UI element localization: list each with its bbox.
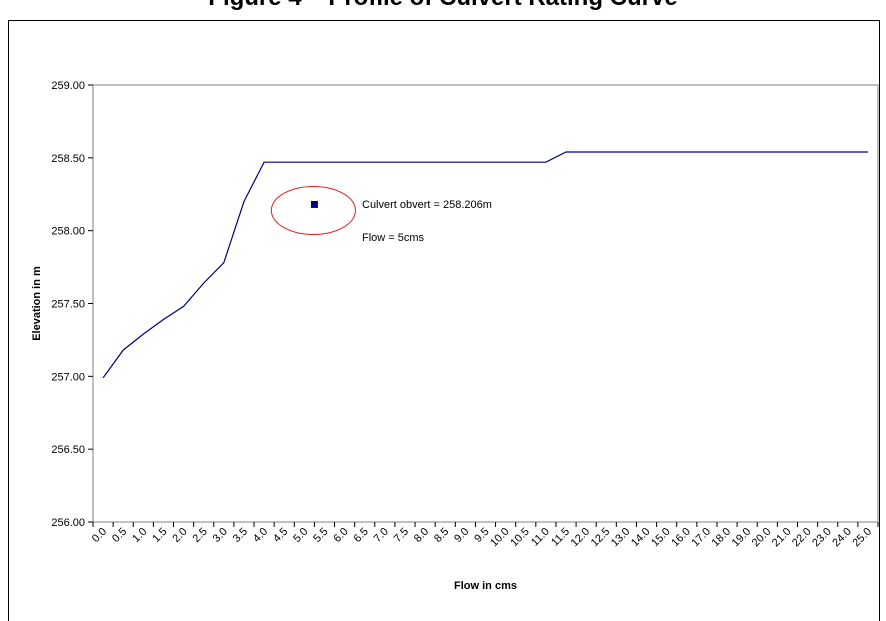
x-tick-label: 20.0: [750, 526, 774, 550]
y-tick-label: 259.00: [51, 80, 85, 92]
annotation-flow: Flow = 5cms: [362, 232, 425, 244]
x-tick-label: 6.5: [352, 526, 371, 545]
x-tick-label: 0.0: [90, 526, 109, 545]
y-tick-label: 256.50: [51, 444, 85, 456]
rating-curve-line: [102, 151, 868, 379]
x-tick-label: 18.0: [710, 526, 734, 550]
plot-area: [92, 84, 879, 523]
x-tick-label: 1.5: [150, 526, 169, 545]
y-tick-label: 258.00: [51, 226, 85, 238]
x-tick-label: 7.5: [392, 526, 411, 545]
x-tick-label: 14.0: [629, 526, 653, 550]
x-tick-label: 24.0: [830, 526, 854, 550]
y-axis-title: Elevation in m: [31, 266, 43, 341]
rating-curve-chart: 256.00 256.50 257.00 257.50 258.00 258.50 259.…: [31, 80, 879, 592]
x-tick-label: 2.5: [191, 526, 210, 545]
x-tick-label: 21.0: [770, 526, 794, 550]
x-tick-label: 25.0: [850, 526, 874, 550]
x-tick-label: 11.5: [549, 526, 572, 549]
x-tick-label: 0.5: [110, 526, 129, 545]
x-tick-label: 2.0: [170, 526, 189, 545]
x-tick-label: 8.0: [412, 526, 431, 545]
x-tick-label: 9.0: [452, 526, 471, 545]
x-tick-label: 5.0: [291, 526, 310, 545]
y-tick-label: 257.50: [51, 299, 85, 311]
x-tick-label: 11.0: [529, 526, 552, 549]
x-tick-label: 4.5: [271, 526, 290, 545]
obvert-marker: [310, 200, 318, 208]
x-tick-label: 6.0: [331, 526, 350, 545]
x-tick-label: 12.5: [589, 526, 613, 550]
x-tick-label: 1.0: [130, 526, 149, 545]
y-tick-label: 256.00: [51, 517, 85, 529]
x-tick-label: 22.0: [790, 526, 814, 550]
x-tick-label: 12.0: [569, 526, 593, 550]
x-tick-label: 15.0: [649, 526, 673, 550]
highlight-circle: [270, 185, 356, 235]
x-tick-label: 8.5: [432, 526, 451, 545]
annotation-obvert: Culvert obvert = 258.206m: [362, 199, 492, 211]
x-axis-title: Flow in cms: [454, 580, 517, 592]
x-tick-label: 17.0: [689, 526, 713, 550]
x-tick-label: 10.5: [508, 526, 532, 550]
x-tick-label: 5.5: [311, 526, 330, 545]
x-tick-label: 7.0: [372, 526, 391, 545]
x-tick-label: 4.0: [251, 526, 270, 545]
chart-title: Figure 4 – Profile of Culvert Rating Cur…: [0, 0, 886, 12]
x-tick-label: 23.0: [810, 526, 834, 550]
x-tick-label: 3.5: [231, 526, 250, 545]
x-tick-label: 13.0: [609, 526, 633, 550]
y-tick-label: 257.00: [51, 371, 85, 383]
x-tick-label: 3.0: [211, 526, 230, 545]
y-tick-label: 258.50: [51, 153, 85, 165]
x-tick-label: 16.0: [669, 526, 693, 550]
x-tick-label: 19.0: [730, 526, 754, 550]
x-tick-label: 10.0: [488, 526, 512, 550]
